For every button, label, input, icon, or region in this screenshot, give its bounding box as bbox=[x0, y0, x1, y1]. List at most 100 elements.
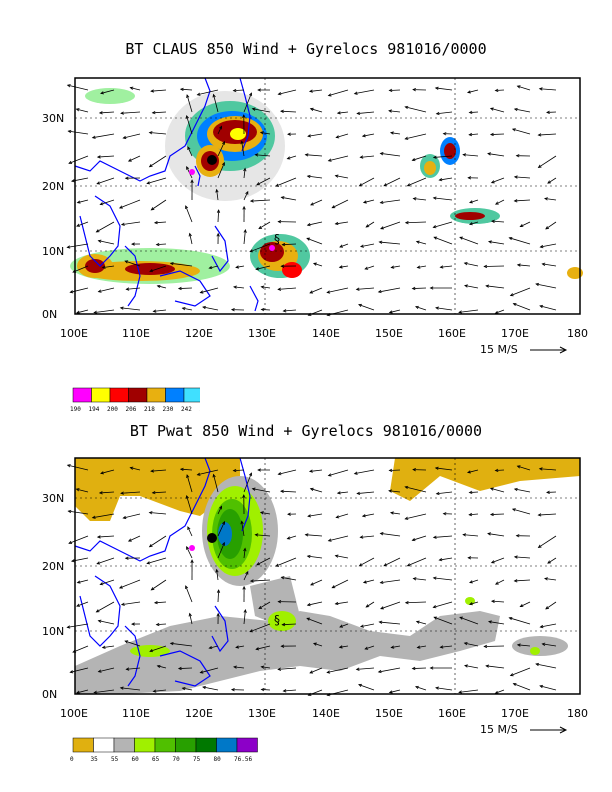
wind-vector bbox=[307, 601, 323, 606]
wind-vector-head bbox=[181, 306, 186, 311]
wind-vector-head bbox=[309, 487, 314, 491]
wind-vector-head bbox=[95, 229, 100, 233]
wind-vector bbox=[520, 221, 531, 227]
wind-vector bbox=[360, 243, 375, 247]
wind-vector bbox=[464, 285, 479, 289]
wind-vector bbox=[335, 175, 349, 179]
wind-vector-head bbox=[280, 644, 285, 648]
wind-vector bbox=[92, 513, 115, 519]
wind-vector-head bbox=[249, 199, 254, 203]
wind-vector-head bbox=[230, 308, 235, 312]
wind-vector-head bbox=[433, 236, 438, 240]
wind-vector-head bbox=[188, 612, 192, 617]
wind-vector bbox=[313, 262, 323, 267]
wind-vector-head bbox=[539, 684, 544, 689]
wind-vector bbox=[490, 133, 505, 135]
wind-vector-head bbox=[412, 468, 416, 472]
wind-vector bbox=[365, 645, 375, 650]
wind-vector bbox=[128, 155, 141, 162]
wind-vector bbox=[126, 667, 141, 670]
wind-vector bbox=[463, 534, 479, 537]
wind-vector bbox=[365, 221, 375, 228]
wind-vector bbox=[275, 557, 297, 567]
wind-vector-head bbox=[258, 605, 263, 610]
wind-vector bbox=[249, 243, 271, 252]
wind-vector-head bbox=[259, 511, 264, 515]
wind-vector bbox=[464, 665, 479, 669]
wind-vector bbox=[512, 508, 531, 515]
wind-vector bbox=[130, 87, 141, 91]
wind-vector-head bbox=[124, 260, 129, 264]
wind-vector bbox=[125, 640, 141, 647]
wind-vector bbox=[178, 667, 193, 669]
wind-vector bbox=[309, 469, 323, 472]
wind-vector bbox=[68, 155, 89, 164]
wind-vector bbox=[405, 133, 427, 140]
wind-vector bbox=[389, 89, 401, 91]
wind-vector-head bbox=[199, 670, 204, 674]
wind-vector-head bbox=[66, 245, 71, 249]
wind-vector bbox=[154, 221, 167, 224]
wind-vector bbox=[540, 243, 557, 248]
wind-vector-head bbox=[280, 264, 285, 268]
wind-vector-head bbox=[233, 665, 237, 669]
wind-vector-head bbox=[404, 485, 409, 490]
wind-vector-head bbox=[100, 91, 104, 95]
x-tick: 180 bbox=[567, 707, 588, 720]
wind-vector-head bbox=[280, 576, 285, 580]
wind-vector-head bbox=[97, 239, 102, 243]
wind-vector bbox=[70, 667, 89, 673]
wind-vector-head bbox=[380, 226, 384, 230]
wind-vector bbox=[241, 521, 245, 537]
wind-vector-head bbox=[334, 174, 339, 178]
wind-vector bbox=[287, 535, 297, 540]
wind-vector-head bbox=[70, 179, 75, 183]
wind-vector-head bbox=[339, 624, 344, 628]
wind-vector-head bbox=[406, 563, 411, 567]
wind-vector bbox=[435, 687, 453, 691]
wind-vector bbox=[243, 609, 246, 625]
wind-vector-head bbox=[286, 156, 291, 160]
panel-1-vector-ref: 15 M/S bbox=[480, 343, 568, 356]
colorbar-swatch bbox=[72, 387, 92, 403]
wind-vector bbox=[278, 469, 297, 475]
wind-vector bbox=[412, 287, 427, 289]
wind-vector bbox=[100, 469, 115, 474]
wind-vector bbox=[202, 686, 219, 691]
wind-vector-head bbox=[208, 645, 213, 650]
wind-vector-head bbox=[100, 471, 104, 475]
wind-vector bbox=[97, 155, 115, 158]
wind-vector-head bbox=[388, 310, 393, 314]
wind-vector bbox=[125, 260, 141, 267]
wind-vector bbox=[189, 613, 193, 625]
wind-vector-head bbox=[153, 600, 158, 605]
wind-vector bbox=[415, 306, 427, 311]
wind-vector-head bbox=[490, 180, 495, 184]
wind-vector-head bbox=[309, 107, 314, 111]
wind-vector-head bbox=[404, 516, 409, 520]
wind-vector bbox=[434, 236, 453, 245]
wind-vector bbox=[379, 621, 401, 625]
wind-vector bbox=[97, 535, 115, 538]
wind-vector-head bbox=[353, 91, 358, 95]
wind-vector-head bbox=[306, 617, 311, 621]
wind-vector-head bbox=[98, 491, 103, 495]
wind-vector-head bbox=[513, 107, 518, 112]
wind-vector bbox=[243, 92, 252, 113]
wind-vector bbox=[539, 685, 557, 691]
wind-vector bbox=[98, 620, 115, 625]
wind-vector bbox=[459, 236, 479, 245]
wind-vector-head bbox=[412, 88, 416, 92]
wind-vector bbox=[305, 534, 323, 537]
y-tick: 10N bbox=[42, 245, 64, 258]
wind-vector-head bbox=[458, 310, 463, 314]
wind-vector-head bbox=[390, 645, 395, 649]
wind-vector bbox=[217, 506, 222, 515]
wind-vector bbox=[495, 689, 505, 694]
wind-vector-head bbox=[310, 202, 314, 206]
wind-vector-head bbox=[519, 603, 524, 608]
wind-vector-head bbox=[327, 538, 332, 542]
wind-vector-head bbox=[435, 306, 439, 310]
wind-vector bbox=[435, 467, 453, 471]
wind-vector bbox=[514, 556, 531, 559]
